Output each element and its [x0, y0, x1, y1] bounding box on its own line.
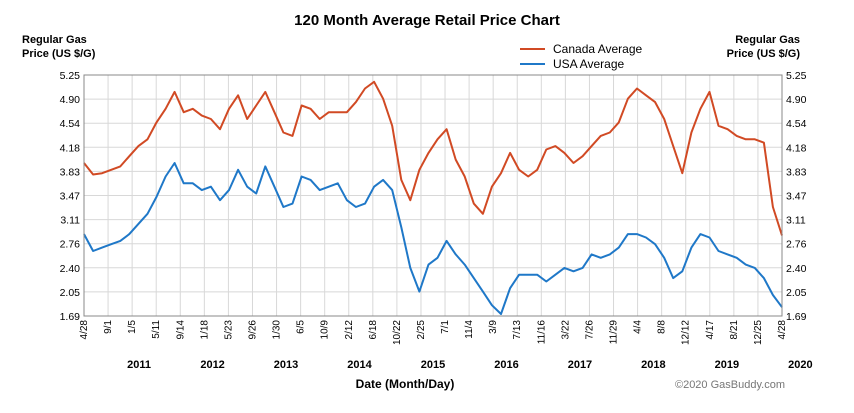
year-label: 2016	[494, 359, 518, 371]
series-lines	[83, 80, 783, 315]
x-tick-label: 10/9	[320, 320, 331, 340]
right-axis-label-line1: Regular Gas	[735, 34, 800, 46]
x-tick-label: 4/28	[79, 320, 90, 340]
x-tick-label: 1/18	[199, 320, 210, 340]
x-tick-label: 7/1	[440, 320, 451, 334]
year-labels: 2011 2012 2013 2014 2015 2016 2017 2018 2019 2020	[127, 359, 812, 371]
y-tick-label-right: 4.18	[786, 142, 807, 154]
y-tick-label-right: 3.11	[786, 215, 806, 227]
y-tick-label-right: 5.25	[786, 70, 807, 82]
legend: Canada Average USA Average	[520, 42, 643, 71]
y-tick-label-right: 4.54	[786, 118, 807, 130]
x-tick-label: 3/9	[488, 320, 499, 334]
left-axis-label-line2: Price (US $/G)	[22, 48, 96, 60]
x-ticks: 4/28 9/1 1/5 5/11 9/14 1/18 5/23 9/26 1/30 6/5 10/…	[79, 320, 788, 345]
left-axis-label-line1: Regular Gas	[22, 34, 87, 46]
x-tick-label: 11/29	[609, 320, 620, 345]
year-label: 2012	[200, 359, 224, 371]
year-label: 2018	[641, 359, 665, 371]
legend-label-usa: USA Average	[553, 57, 624, 71]
y-tick-label-left: 4.90	[60, 94, 81, 106]
x-tick-label: 11/4	[464, 320, 475, 339]
year-label: 2017	[568, 359, 592, 371]
plot-frame	[83, 74, 783, 317]
x-tick-label: 9/26	[247, 320, 258, 340]
y-tick-label-right: 3.47	[786, 191, 807, 203]
y-tick-label-left: 2.40	[60, 263, 81, 275]
y-tick-label-left: 1.69	[60, 311, 81, 323]
x-tick-label: 1/30	[272, 320, 283, 340]
x-tick-label: 9/14	[175, 320, 186, 340]
year-label: 2011	[127, 359, 151, 371]
chart-title: 120 Month Average Retail Price Chart	[294, 12, 560, 29]
x-tick-label: 5/11	[151, 320, 162, 339]
year-label: 2013	[274, 359, 298, 371]
x-tick-label: 6/5	[296, 320, 307, 334]
x-tick-label: 1/5	[127, 320, 138, 334]
y-tick-label-left: 2.05	[60, 287, 81, 299]
x-tick-label: 7/26	[584, 320, 595, 340]
x-tick-label: 12/12	[681, 320, 692, 345]
y-tick-label-left: 5.25	[60, 70, 81, 82]
x-axis-label: Date (Month/Day)	[356, 377, 455, 391]
year-label: 2014	[347, 359, 372, 371]
series-line-canada	[83, 80, 783, 236]
year-label: 2020	[788, 359, 812, 371]
y-tick-label-right: 4.90	[786, 94, 807, 106]
credit-text: ©2020 GasBuddy.com	[675, 379, 785, 391]
x-tick-label: 2/25	[416, 320, 427, 340]
y-tick-label-left: 4.54	[60, 118, 81, 130]
y-tick-label-right: 3.83	[786, 166, 807, 178]
x-tick-label: 11/16	[536, 320, 547, 345]
x-tick-label: 2/12	[344, 320, 355, 340]
y-tick-label-left: 2.76	[60, 239, 81, 251]
y-tick-label-left: 3.47	[60, 191, 81, 203]
x-tick-label: 4/28	[777, 320, 788, 340]
y-tick-label-right: 2.76	[786, 239, 807, 251]
x-tick-label: 6/18	[368, 320, 379, 340]
y-tick-label-left: 3.11	[60, 215, 80, 227]
series-line-usa	[83, 162, 783, 315]
legend-label-canada: Canada Average	[553, 42, 643, 56]
y-tick-label-left: 3.83	[60, 166, 81, 178]
year-label: 2019	[715, 359, 739, 371]
y-tick-label-right: 1.69	[786, 311, 807, 323]
x-tick-label: 3/22	[560, 320, 571, 340]
x-tick-label: 8/8	[657, 320, 668, 334]
y-ticks: 5.25 5.25 4.90 4.90 4.54 4.54 4.18 4.18 3.83 3.83…	[60, 70, 807, 323]
x-tick-label: 9/1	[103, 320, 114, 334]
x-tick-label: 5/23	[223, 320, 234, 340]
x-tick-label: 7/13	[512, 320, 523, 340]
x-tick-label: 4/4	[633, 320, 644, 334]
x-tick-label: 10/22	[392, 320, 403, 345]
x-tick-label: 4/17	[705, 320, 716, 340]
x-tick-label: 8/21	[729, 320, 740, 340]
right-axis-label-line2: Price (US $/G)	[727, 48, 801, 60]
year-label: 2015	[421, 359, 445, 371]
y-tick-label-right: 2.05	[786, 287, 807, 299]
x-tick-label: 12/25	[753, 320, 764, 345]
y-tick-label-left: 4.18	[60, 142, 81, 154]
y-tick-label-right: 2.40	[786, 263, 807, 275]
